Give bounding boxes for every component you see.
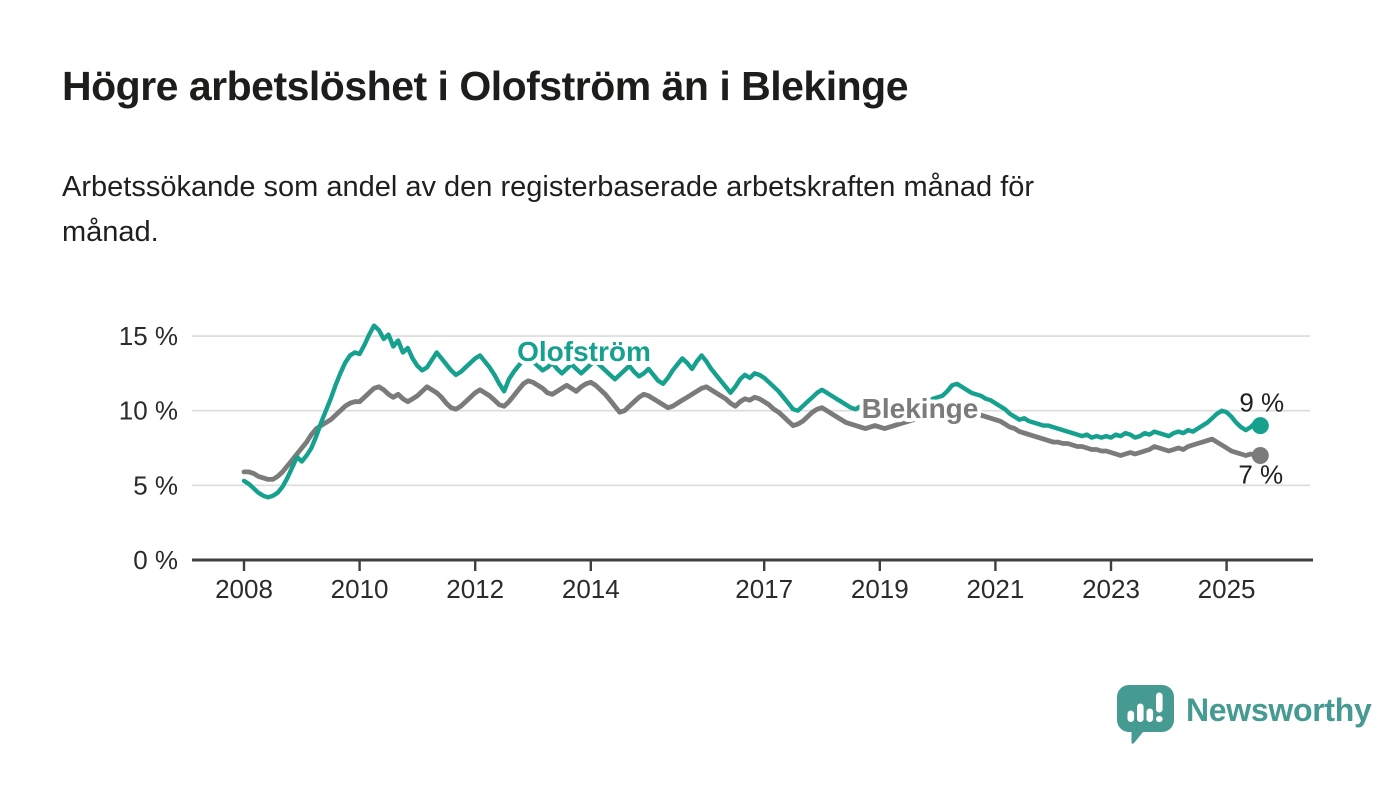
bar-3 (1146, 708, 1154, 722)
y-tick-label-0: 0 % (133, 545, 178, 575)
subtitle-line-1: Arbetssökande som andel av den registerb… (62, 171, 1035, 203)
newsworthy-logo: Newsworthy (1116, 684, 1372, 746)
exclamation-dot (1156, 716, 1163, 722)
end-value-label-olofström: 9 % (1239, 388, 1284, 418)
bar-1 (1127, 710, 1135, 722)
x-tick-label-2012: 2012 (446, 574, 504, 604)
series-line-olofström (241, 323, 1263, 500)
page-title: Högre arbetslöshet i Olofström än i Blek… (62, 63, 909, 109)
subtitle-line-2: månad. (62, 216, 159, 248)
x-tick-label-2014: 2014 (562, 574, 620, 604)
series-label-blekinge: Blekinge (862, 393, 979, 424)
x-tick-label-2025: 2025 (1198, 574, 1256, 604)
series-end-dot-blekinge (1251, 446, 1269, 464)
y-tick-label-15: 15 % (119, 321, 178, 351)
exclamation-bar (1156, 692, 1163, 713)
chart-subtitle: Arbetssökande som andel av den registerb… (62, 165, 1034, 255)
series-end-dot-olofström (1251, 417, 1269, 435)
bar-2 (1137, 703, 1144, 722)
speech-bubble-shape (1117, 685, 1174, 744)
series-line-blekinge (241, 378, 1263, 482)
y-tick-label-10: 10 % (119, 396, 178, 426)
series-label-olofström: Olofström (517, 336, 651, 367)
x-tick-label-2010: 2010 (331, 574, 389, 604)
x-tick-label-2017: 2017 (735, 574, 793, 604)
speech-bubble-bar-chart-icon (1117, 685, 1174, 744)
y-tick-label-5: 5 % (133, 470, 178, 500)
end-value-label-blekinge: 7 % (1238, 459, 1283, 489)
x-tick-label-2019: 2019 (851, 574, 909, 604)
x-tick-label-2021: 2021 (966, 574, 1024, 604)
x-tick-label-2008: 2008 (215, 574, 273, 604)
newsworthy-wordmark: Newsworthy (1186, 692, 1372, 728)
x-tick-label-2023: 2023 (1082, 574, 1140, 604)
